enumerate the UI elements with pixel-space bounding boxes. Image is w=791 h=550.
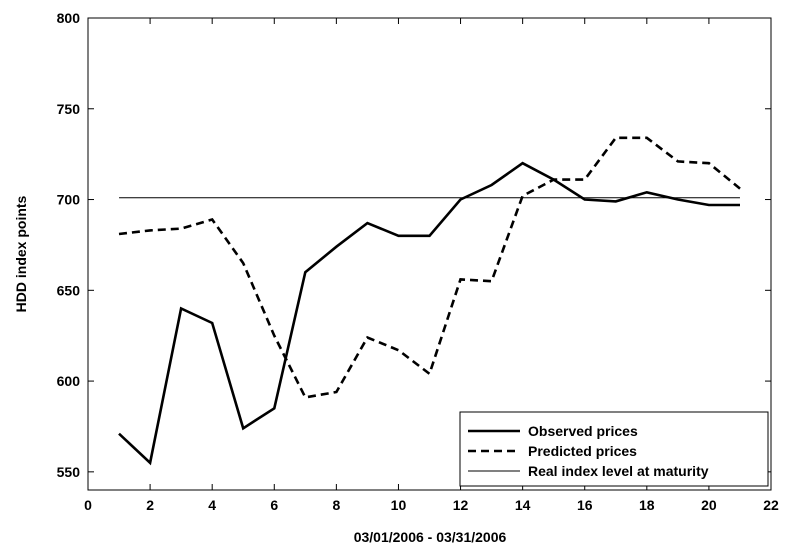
x-tick-label: 22 xyxy=(763,497,779,513)
plot-frame xyxy=(87,17,772,491)
x-tick-label: 0 xyxy=(84,497,92,513)
x-tick-label: 12 xyxy=(453,497,469,513)
x-tick-label: 16 xyxy=(577,497,593,513)
x-tick-label: 8 xyxy=(332,497,340,513)
x-tick-label: 10 xyxy=(391,497,407,513)
y-tick-label: 550 xyxy=(57,464,81,480)
ticks: 0 2 4 6 8 10 12 14 16 18 20 22 550 600 650 700 750 800 xyxy=(57,10,779,513)
x-tick-label: 6 xyxy=(270,497,278,513)
y-tick-label: 650 xyxy=(57,282,81,298)
y-tick-label: 750 xyxy=(57,101,81,117)
y-tick-label: 800 xyxy=(57,10,81,26)
x-tick-label: 4 xyxy=(208,497,216,513)
legend-box xyxy=(459,411,769,487)
legend-predicted-label: Predicted prices xyxy=(528,443,637,459)
y-tick-label: 700 xyxy=(57,192,81,208)
x-tick-label: 2 xyxy=(146,497,154,513)
observed-prices-line xyxy=(118,161,740,466)
x-tick-label: 14 xyxy=(515,497,531,513)
y-tick-label: 600 xyxy=(57,373,81,389)
predicted-prices-line xyxy=(118,136,741,399)
x-axis-label: 03/01/2006 - 03/31/2006 xyxy=(354,529,507,545)
x-tick-label: 18 xyxy=(639,497,655,513)
legend-real-index-label: Real index level at maturity xyxy=(528,463,709,479)
y-axis-label: HDD index points xyxy=(13,195,29,312)
x-tick-label: 20 xyxy=(701,497,717,513)
series-lines xyxy=(118,136,741,466)
legend: Observed prices Predicted prices Real inde… xyxy=(459,411,769,487)
legend-observed-label: Observed prices xyxy=(528,423,638,439)
